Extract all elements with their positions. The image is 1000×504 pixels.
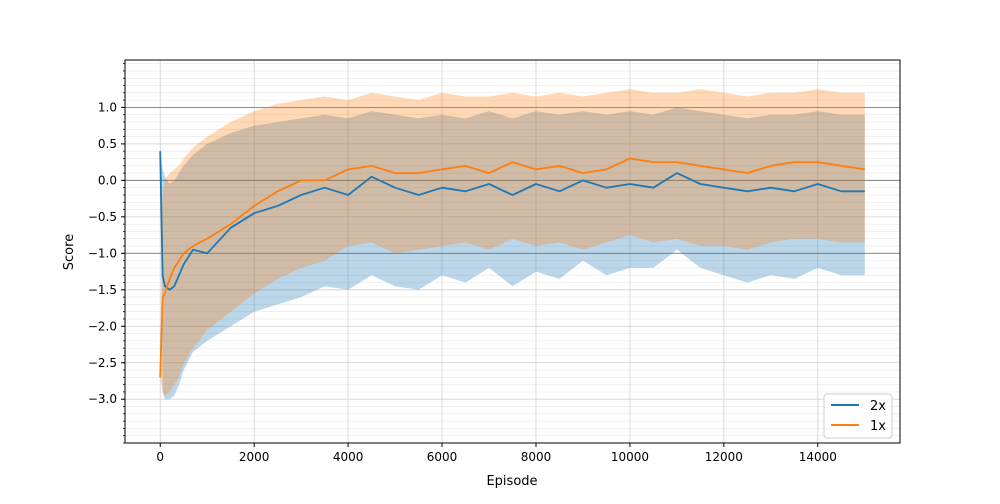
y-tick-label: −1.0 <box>88 246 117 260</box>
legend-label-1x: 1x <box>870 419 886 434</box>
band-2x <box>160 107 865 400</box>
confidence-bands <box>160 89 865 400</box>
x-tick-label: 12000 <box>705 450 743 464</box>
plot-frame <box>124 59 901 444</box>
x-axis-label: Episode <box>486 474 537 489</box>
x-tick-label: 4000 <box>333 450 364 464</box>
legend-label-2x: 2x <box>870 399 886 414</box>
y-axis-ticks: 1.0 0.5 0.0 −0.5 −1.0 −1.5 −2.0 −2.5 −3.0 <box>88 63 125 444</box>
x-tick-label: 2000 <box>239 450 270 464</box>
y-tick-label: −3.0 <box>88 392 117 406</box>
x-tick-label: 6000 <box>427 450 458 464</box>
legend: 2x 1x <box>823 393 893 439</box>
series-line-2x <box>159 151 865 291</box>
x-tick-label: 10000 <box>611 450 649 464</box>
y-tick-label: −1.5 <box>88 283 117 297</box>
band-1x <box>160 89 865 396</box>
x-axis-ticks: 0 2000 4000 6000 8000 10000 12000 14000 <box>156 443 837 464</box>
y-tick-label: 0.5 <box>98 137 117 151</box>
y-tick-label: 1.0 <box>98 100 117 114</box>
y-axis-label: Score <box>62 234 77 270</box>
x-tick-label: 8000 <box>521 450 552 464</box>
y-tick-label: 0.0 <box>98 173 117 187</box>
series-line-1x <box>159 157 865 378</box>
y-tick-label: −2.0 <box>88 319 117 333</box>
x-tick-label: 14000 <box>799 450 837 464</box>
y-tick-label: −0.5 <box>88 210 117 224</box>
y-tick-label: −2.5 <box>88 356 117 370</box>
series-lines <box>159 151 865 378</box>
x-tick-label: 0 <box>156 450 164 464</box>
